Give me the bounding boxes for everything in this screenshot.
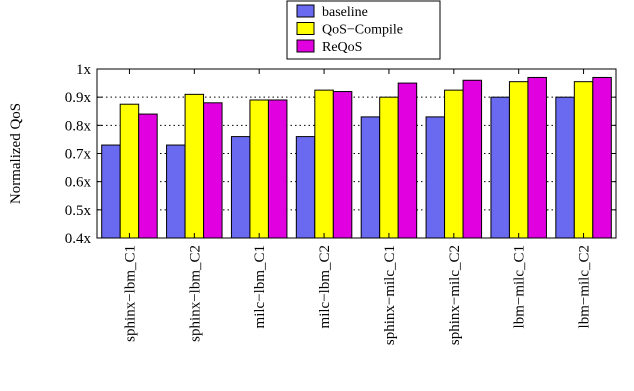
bar-reqos xyxy=(462,79,483,239)
bar-reqos xyxy=(267,99,288,239)
y-tick-label: 0.6x xyxy=(65,175,92,191)
x-category-label: lbm−milc_C2 xyxy=(577,245,593,328)
bar-qos-compile xyxy=(249,99,269,239)
legend-label: QoS−Compile xyxy=(322,23,403,38)
y-tick-label: 0.4x xyxy=(65,231,92,247)
y-tick-label: 0.7x xyxy=(65,147,92,163)
bar-reqos xyxy=(203,102,223,239)
bar-reqos xyxy=(397,82,418,239)
bar-qos-compile xyxy=(444,89,464,239)
bars xyxy=(101,76,612,239)
bar-reqos xyxy=(527,76,547,239)
bar-qos-compile xyxy=(119,103,140,239)
y-tick-label: 0.9x xyxy=(65,90,92,106)
x-category-label: lbm−milc_C1 xyxy=(512,245,528,328)
x-category-label: sphinx−lbm_C2 xyxy=(187,245,203,342)
bar-qos-compile xyxy=(379,96,399,239)
bar-qos-compile xyxy=(314,89,334,239)
x-axis-ticks: sphinx−lbm_C1 sphinx−lbm_C2 milc−lbm_C1 mil… xyxy=(122,69,593,345)
legend-swatch xyxy=(296,22,315,35)
bar-qos-compile xyxy=(573,81,594,239)
bar-baseline xyxy=(295,136,316,239)
bar-baseline xyxy=(425,116,446,239)
legend: baseline QoS−Compile ReQoS xyxy=(286,0,441,60)
bar-baseline xyxy=(166,144,186,239)
bar-baseline xyxy=(360,116,381,239)
x-category-label: sphinx−milc_C2 xyxy=(447,245,463,345)
bar-qos-compile xyxy=(508,81,529,239)
bar-baseline xyxy=(555,96,575,239)
bar-baseline xyxy=(490,96,510,239)
bar-baseline xyxy=(101,144,121,239)
bar-reqos xyxy=(138,113,158,239)
bar-qos-compile xyxy=(184,93,205,239)
y-tick-label: 1x xyxy=(76,62,92,78)
y-tick-label: 0.5x xyxy=(65,203,92,219)
legend-swatch xyxy=(296,39,315,53)
legend-label: ReQoS xyxy=(322,40,362,55)
bar-reqos xyxy=(332,91,353,239)
y-tick-label: 0.8x xyxy=(65,118,92,134)
x-category-label: sphinx−milc_C1 xyxy=(382,245,398,345)
bar-reqos xyxy=(592,76,612,239)
x-category-label: milc−lbm_C2 xyxy=(317,245,333,328)
x-category-label: milc−lbm_C1 xyxy=(252,245,268,328)
legend-swatch xyxy=(296,4,315,18)
y-axis-ticks: 0.4x 0.5x 0.6x 0.7x 0.8x 0.9x 1x xyxy=(65,62,616,247)
x-category-label: sphinx−lbm_C1 xyxy=(122,245,138,342)
bar-baseline xyxy=(230,136,251,239)
legend-label: baseline xyxy=(322,5,368,20)
y-axis-label: Normalized QoS xyxy=(8,103,24,204)
